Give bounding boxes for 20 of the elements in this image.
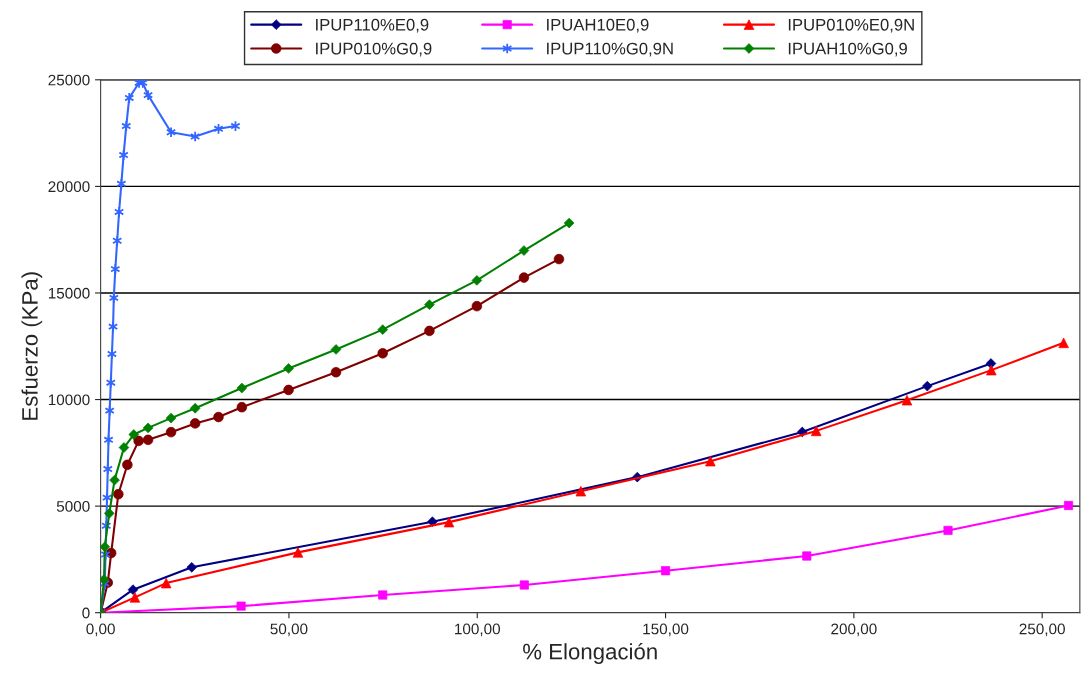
x-tick-label: 150,00	[643, 623, 689, 637]
legend-label: IPUP110%G0,9N	[547, 42, 673, 57]
legend-label: IPUP110%E0,9	[316, 18, 429, 33]
y-tick-label: 0	[82, 607, 90, 619]
legend-label: IPUP010%E0,9N	[788, 18, 914, 33]
y-axis-title: Esfuerzo (KPa)	[21, 272, 43, 420]
y-tick-label: 5000	[56, 500, 90, 512]
x-tick-label: 250,00	[1019, 623, 1065, 637]
y-tick-label: 20000	[48, 181, 90, 193]
x-tick-label: 0,00	[86, 623, 115, 637]
y-tick-label: 15000	[48, 287, 90, 299]
y-tick-label: 25000	[48, 74, 90, 86]
x-axis-title: % Elongación	[523, 642, 657, 664]
y-tick-label: 10000	[48, 394, 90, 406]
legend-label: IPUAH10E0,9	[547, 18, 649, 33]
legend-label: IPUP010%G0,9	[316, 42, 432, 57]
x-tick-label: 100,00	[455, 623, 501, 637]
legend-label: IPUAH10%G0,9	[788, 42, 907, 57]
x-tick-label: 50,00	[270, 623, 308, 637]
x-tick-label: 200,00	[831, 623, 877, 637]
